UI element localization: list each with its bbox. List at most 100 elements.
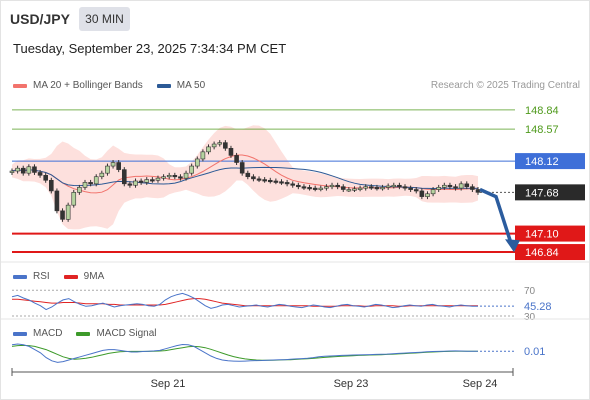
pivot-label: 148.12 xyxy=(525,156,559,168)
last-label-box xyxy=(515,184,585,201)
candle-body xyxy=(234,155,239,163)
bollinger-band xyxy=(12,125,478,230)
candle-body xyxy=(93,176,99,185)
candle-body xyxy=(436,187,441,190)
candle-body xyxy=(267,179,273,183)
candle-body xyxy=(239,162,245,174)
candle-body xyxy=(380,187,385,190)
candle-body xyxy=(324,186,329,189)
candle-body xyxy=(172,175,178,178)
candle-body xyxy=(15,167,20,172)
candle-body xyxy=(161,176,166,179)
candle-body xyxy=(312,187,318,190)
timeframe-badge[interactable]: 30 MIN xyxy=(79,7,130,31)
candle-body xyxy=(121,169,127,185)
candle-body xyxy=(116,162,121,170)
rsi-value-label: 45.28 xyxy=(524,301,552,313)
symbol-title: USD/JPY xyxy=(10,11,70,27)
projection-arrow-head xyxy=(505,239,520,253)
rsi-legend: RSI 9MA xyxy=(13,271,104,282)
macd-value-label: 0.01 xyxy=(524,346,545,358)
candle-body xyxy=(194,158,200,167)
candle-body xyxy=(374,187,380,190)
candle-body xyxy=(296,184,301,188)
candle-body xyxy=(279,181,284,184)
candle-body xyxy=(150,179,155,182)
macd-signal-swatch xyxy=(76,331,91,336)
support-label: 146.84 xyxy=(525,247,559,259)
candle-body xyxy=(144,179,150,183)
candle-body xyxy=(318,187,324,190)
candle-body xyxy=(273,180,279,183)
candle-body xyxy=(127,183,133,186)
research-credit: Research © 2025 Trading Central xyxy=(430,80,580,91)
candle-body xyxy=(425,193,430,197)
x-tick-label: Sep 24 xyxy=(463,378,498,390)
macd-legend: MACD MACD Signal xyxy=(13,328,156,339)
candle-body xyxy=(99,172,105,178)
candle-body xyxy=(256,178,262,181)
datetime-label: Tuesday, September 23, 2025 7:34:34 PM C… xyxy=(13,41,287,56)
candle-body xyxy=(329,184,335,188)
pivot-label-box xyxy=(515,153,585,170)
candle-body xyxy=(133,180,138,186)
resistance-label: 148.57 xyxy=(525,124,559,136)
candle-body xyxy=(88,182,93,185)
candle-body xyxy=(206,146,211,153)
candle-body xyxy=(357,187,363,190)
candle-body xyxy=(60,210,65,220)
candle-body xyxy=(385,185,391,188)
candle-body xyxy=(217,142,223,145)
candle-body xyxy=(340,186,346,190)
candle-body xyxy=(54,190,60,212)
candle-body xyxy=(223,142,228,149)
candle-body xyxy=(155,177,161,181)
candle-body xyxy=(82,182,88,188)
candle-body xyxy=(211,143,217,148)
candle-body xyxy=(105,165,110,174)
candle-body xyxy=(442,184,447,188)
last-label: 147.68 xyxy=(525,187,559,199)
rsi-swatch xyxy=(13,274,27,279)
macd-signal-legend-label: MACD Signal xyxy=(96,328,157,339)
ma50-swatch xyxy=(156,83,171,88)
candle-body xyxy=(178,176,183,179)
candle-body xyxy=(447,184,453,188)
macd-line xyxy=(11,343,478,363)
candle-body xyxy=(200,151,206,160)
support-label-box xyxy=(515,244,585,261)
macd-legend-label: MACD xyxy=(33,328,63,339)
main-legend: MA 20 + Bollinger Bands MA 50 xyxy=(13,80,205,91)
ma9-swatch xyxy=(63,274,78,279)
candle-body xyxy=(245,172,251,178)
candle-body xyxy=(363,186,369,189)
ma9-legend-label: 9MA xyxy=(83,271,105,282)
ma20-swatch xyxy=(13,83,27,88)
candle-body xyxy=(32,166,37,173)
resistance-label: 148.84 xyxy=(525,105,559,117)
ma20-legend-label: MA 20 + Bollinger Bands xyxy=(33,80,143,91)
candle-body xyxy=(413,189,419,192)
candle-body xyxy=(284,182,290,185)
candle-body xyxy=(71,192,77,206)
candle-body xyxy=(458,183,464,189)
rsi-30-label: 30 xyxy=(524,312,536,323)
support-label-arrow xyxy=(515,246,521,259)
candle-body xyxy=(183,172,189,179)
candle-body xyxy=(290,183,296,186)
candle-body xyxy=(301,186,307,189)
candle-body xyxy=(37,172,43,176)
x-tick-label: Sep 21 xyxy=(151,378,186,390)
candle-body xyxy=(402,186,408,189)
candle-body xyxy=(335,184,340,188)
support-label-box xyxy=(515,225,585,242)
candle-body xyxy=(65,204,71,220)
candle-body xyxy=(352,188,357,191)
rsi-legend-label: RSI xyxy=(33,271,50,282)
x-tick-label: Sep 23 xyxy=(334,378,369,390)
macd-swatch xyxy=(13,331,27,336)
rsi-70-label: 70 xyxy=(524,286,536,297)
candle-body xyxy=(77,187,82,193)
candle-body xyxy=(189,165,194,174)
